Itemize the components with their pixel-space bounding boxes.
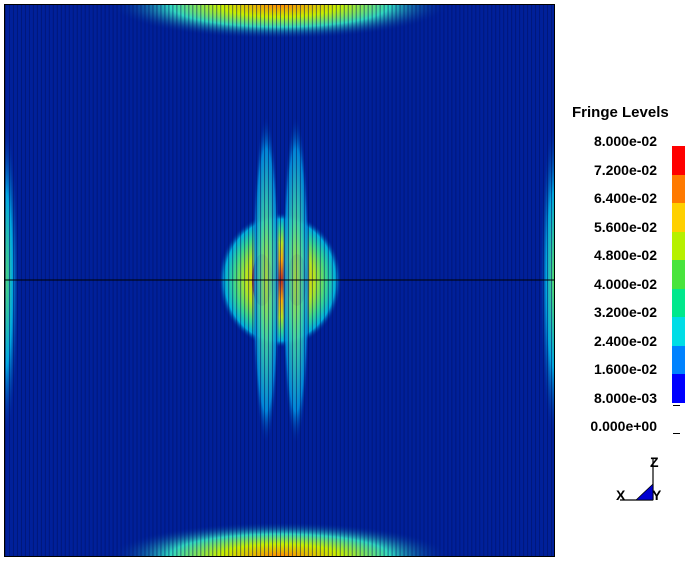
fringe-legend: Fringe Levels 8.000e-02 7.200e-02 6.400e-0… bbox=[560, 100, 693, 440]
legend-level-label: 4.000e-02 bbox=[593, 275, 657, 292]
legend-level-label: 6.400e-02 bbox=[593, 190, 657, 206]
legend-color-swatch bbox=[672, 203, 685, 232]
legend-level-label: 0.000e+00 bbox=[590, 418, 657, 434]
legend-level-label: 8.000e-03 bbox=[593, 389, 657, 406]
legend-color-swatch bbox=[672, 317, 685, 346]
legend-color-swatch bbox=[672, 288, 685, 317]
fringe-plot-viewport[interactable] bbox=[4, 4, 555, 557]
fringe-plot bbox=[5, 5, 554, 556]
legend-title: Fringe Levels bbox=[572, 104, 669, 121]
legend-color-swatch bbox=[672, 374, 685, 403]
legend-level-label: 4.800e-02 bbox=[593, 247, 657, 263]
legend-level-label: 3.200e-02 bbox=[593, 304, 657, 320]
legend-level-label: 5.600e-02 bbox=[593, 218, 657, 235]
triad-y-label: Y bbox=[652, 487, 662, 503]
legend-color-swatch bbox=[672, 231, 685, 260]
legend-tick bbox=[673, 404, 680, 406]
legend-level-label: 1.600e-02 bbox=[593, 361, 657, 377]
legend-color-swatch bbox=[672, 174, 685, 203]
triad-icon bbox=[620, 458, 654, 501]
legend-tick bbox=[673, 433, 680, 434]
legend-color-swatch bbox=[672, 146, 685, 175]
triad-z-label: Z bbox=[650, 454, 659, 470]
coordinate-triad: Z X Y bbox=[610, 450, 670, 510]
legend-color-swatch bbox=[672, 260, 685, 289]
legend-level-label: 8.000e-02 bbox=[593, 133, 657, 149]
legend-color-swatch bbox=[672, 345, 685, 374]
triad-x-label: X bbox=[616, 487, 626, 503]
legend-level-label: 2.400e-02 bbox=[593, 332, 657, 349]
legend-level-label: 7.200e-02 bbox=[593, 161, 657, 178]
